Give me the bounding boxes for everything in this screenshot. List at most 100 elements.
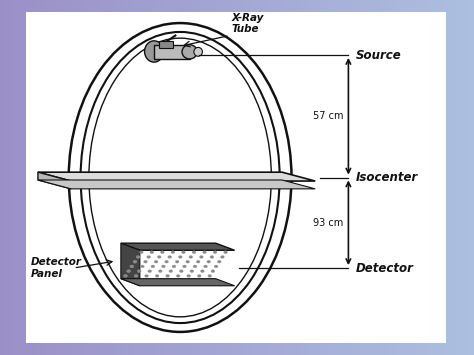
Text: Source: Source — [356, 49, 401, 61]
Bar — [256, 0, 258, 355]
Bar — [154, 45, 190, 59]
Circle shape — [145, 274, 148, 277]
Bar — [109, 0, 111, 355]
Bar — [107, 0, 109, 355]
Bar — [289, 0, 292, 355]
Bar — [159, 41, 173, 48]
Bar — [223, 0, 225, 355]
Bar — [315, 0, 318, 355]
Circle shape — [144, 260, 147, 263]
Bar — [396, 0, 398, 355]
Bar — [299, 0, 301, 355]
Bar — [467, 0, 469, 355]
Text: Isocenter: Isocenter — [356, 171, 418, 184]
Circle shape — [207, 260, 210, 263]
Bar — [249, 0, 251, 355]
Bar — [190, 0, 192, 355]
Bar — [417, 0, 419, 355]
Bar — [24, 0, 26, 355]
Bar — [36, 0, 38, 355]
Circle shape — [214, 265, 218, 268]
Bar — [26, 12, 446, 343]
Bar — [12, 0, 14, 355]
Bar — [192, 0, 194, 355]
Bar — [52, 0, 55, 355]
Bar — [59, 0, 62, 355]
Circle shape — [192, 251, 196, 254]
Bar — [374, 0, 377, 355]
Circle shape — [187, 274, 191, 277]
Bar — [64, 0, 66, 355]
Bar — [19, 0, 21, 355]
Circle shape — [133, 260, 137, 263]
Bar — [284, 0, 287, 355]
Bar — [147, 0, 149, 355]
Polygon shape — [121, 243, 235, 250]
Circle shape — [190, 270, 194, 273]
Bar — [303, 0, 306, 355]
Bar — [453, 0, 455, 355]
Circle shape — [211, 270, 215, 273]
Circle shape — [147, 256, 151, 258]
Bar — [161, 0, 164, 355]
Bar — [211, 0, 213, 355]
Bar — [337, 0, 339, 355]
Bar — [100, 0, 102, 355]
Circle shape — [201, 270, 204, 273]
Bar — [28, 0, 31, 355]
Polygon shape — [121, 243, 140, 286]
Bar — [306, 0, 308, 355]
Bar — [71, 0, 73, 355]
Ellipse shape — [194, 47, 202, 56]
Bar — [244, 0, 246, 355]
Bar — [251, 0, 254, 355]
Bar — [403, 0, 405, 355]
Circle shape — [193, 265, 197, 268]
Bar — [346, 0, 348, 355]
Bar — [301, 0, 303, 355]
Bar — [287, 0, 289, 355]
Bar — [379, 0, 382, 355]
Bar — [9, 0, 12, 355]
Circle shape — [196, 260, 200, 263]
Bar — [457, 0, 460, 355]
Bar — [339, 0, 341, 355]
Bar — [95, 0, 97, 355]
Bar — [118, 0, 121, 355]
Bar — [102, 0, 104, 355]
Bar — [265, 0, 268, 355]
Bar — [460, 0, 462, 355]
Bar — [391, 0, 393, 355]
Bar — [55, 0, 57, 355]
Bar — [246, 0, 249, 355]
Bar — [156, 0, 159, 355]
Bar — [348, 0, 351, 355]
Bar — [268, 0, 270, 355]
Bar — [294, 0, 296, 355]
Bar — [325, 0, 327, 355]
Bar — [242, 0, 244, 355]
Bar — [443, 0, 446, 355]
Bar — [47, 0, 50, 355]
Circle shape — [202, 251, 207, 254]
Bar — [152, 0, 154, 355]
Circle shape — [169, 270, 173, 273]
Bar — [341, 0, 344, 355]
Circle shape — [189, 256, 193, 258]
Bar — [332, 0, 334, 355]
Polygon shape — [38, 180, 315, 189]
Bar — [424, 0, 427, 355]
Bar — [431, 0, 434, 355]
Circle shape — [140, 265, 144, 268]
Circle shape — [171, 251, 175, 254]
Bar — [33, 0, 36, 355]
Bar — [419, 0, 422, 355]
Bar — [237, 0, 239, 355]
Bar — [201, 0, 204, 355]
Bar — [228, 0, 230, 355]
Bar — [159, 0, 161, 355]
Bar — [225, 0, 228, 355]
Bar — [114, 0, 116, 355]
Bar — [261, 0, 263, 355]
Circle shape — [158, 270, 162, 273]
